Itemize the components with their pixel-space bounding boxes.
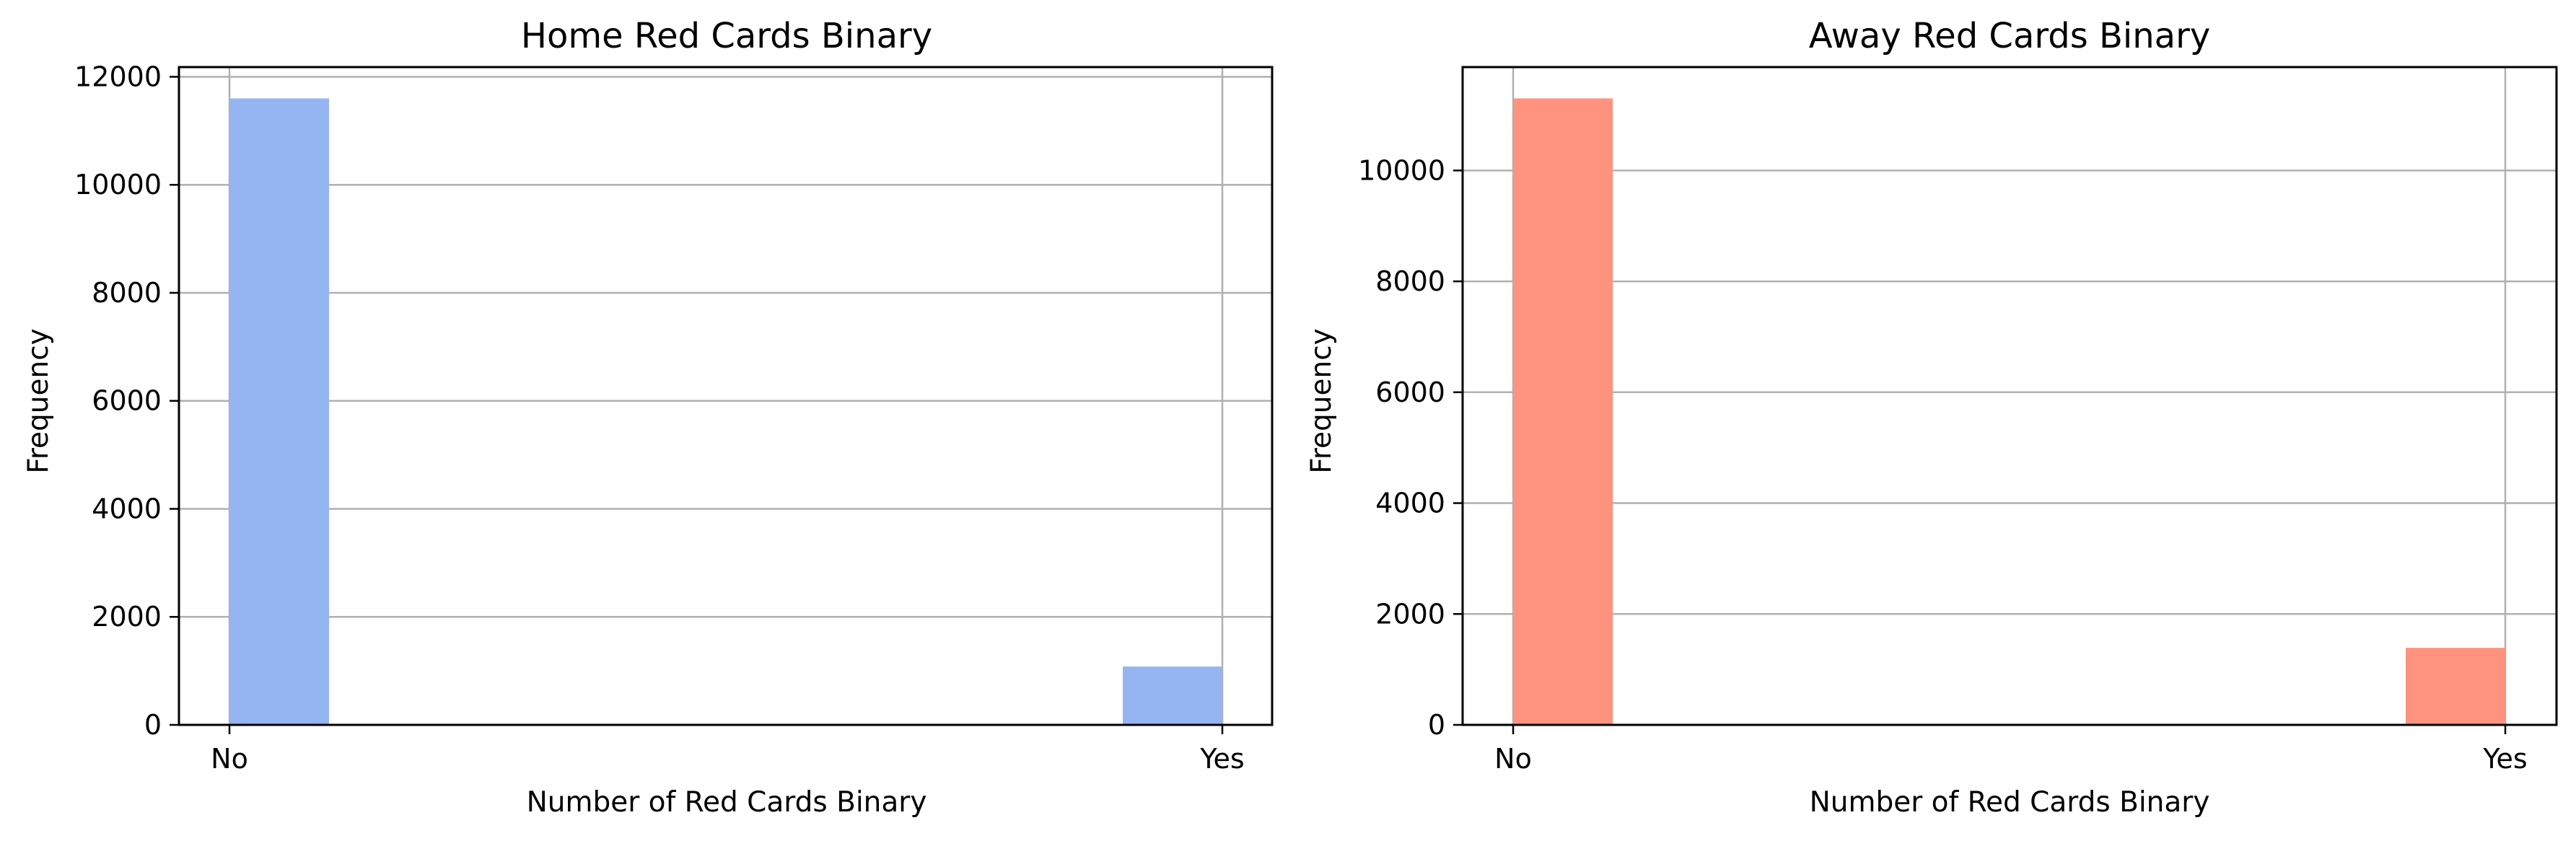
x-axis-label: Number of Red Cards Binary xyxy=(1810,786,2210,819)
y-tick-label: 4000 xyxy=(92,493,162,524)
y-tick-label: 4000 xyxy=(1375,488,1445,519)
chart-home-red-cards: Home Red Cards Binary Number of Red Card… xyxy=(22,16,1274,819)
y-tick-label: 8000 xyxy=(1375,265,1445,297)
y-axis-label: Frequency xyxy=(1305,328,1338,473)
x-tick-label: No xyxy=(1494,743,1532,775)
x-tick-label: Yes xyxy=(2482,743,2527,775)
x-tick-label: Yes xyxy=(1199,743,1244,775)
y-tick-label: 10000 xyxy=(1358,154,1445,186)
y-tick-label: 2000 xyxy=(1375,598,1445,630)
plot-area: 0 2000 4000 6000 8000 10000 No Yes xyxy=(1358,66,2558,775)
chart-title: Home Red Cards Binary xyxy=(521,16,932,56)
x-tick-label: No xyxy=(211,743,248,775)
y-tick-label: 6000 xyxy=(1375,377,1445,408)
x-axis-label: Number of Red Cards Binary xyxy=(527,786,927,819)
y-tick-label: 8000 xyxy=(92,277,162,309)
bar xyxy=(2406,648,2505,725)
bar xyxy=(1513,98,1613,725)
y-axis-label: Frequency xyxy=(22,328,55,473)
axes-frame xyxy=(1461,66,2558,726)
bar xyxy=(1123,666,1222,725)
plot-area: 0 2000 4000 6000 8000 10000 12000 No Yes xyxy=(74,61,1274,775)
chart-away-red-cards: Away Red Cards Binary Number of Red Card… xyxy=(1305,16,2558,819)
chart-title: Away Red Cards Binary xyxy=(1809,16,2210,56)
y-tick-label: 10000 xyxy=(74,169,162,201)
bar xyxy=(229,98,329,725)
axes-frame xyxy=(178,66,1274,726)
y-tick-label: 0 xyxy=(144,709,162,741)
y-tick-label: 2000 xyxy=(92,601,162,633)
y-tick-label: 6000 xyxy=(92,385,162,417)
y-tick-label: 12000 xyxy=(74,61,162,92)
y-tick-label: 0 xyxy=(1428,709,1445,741)
